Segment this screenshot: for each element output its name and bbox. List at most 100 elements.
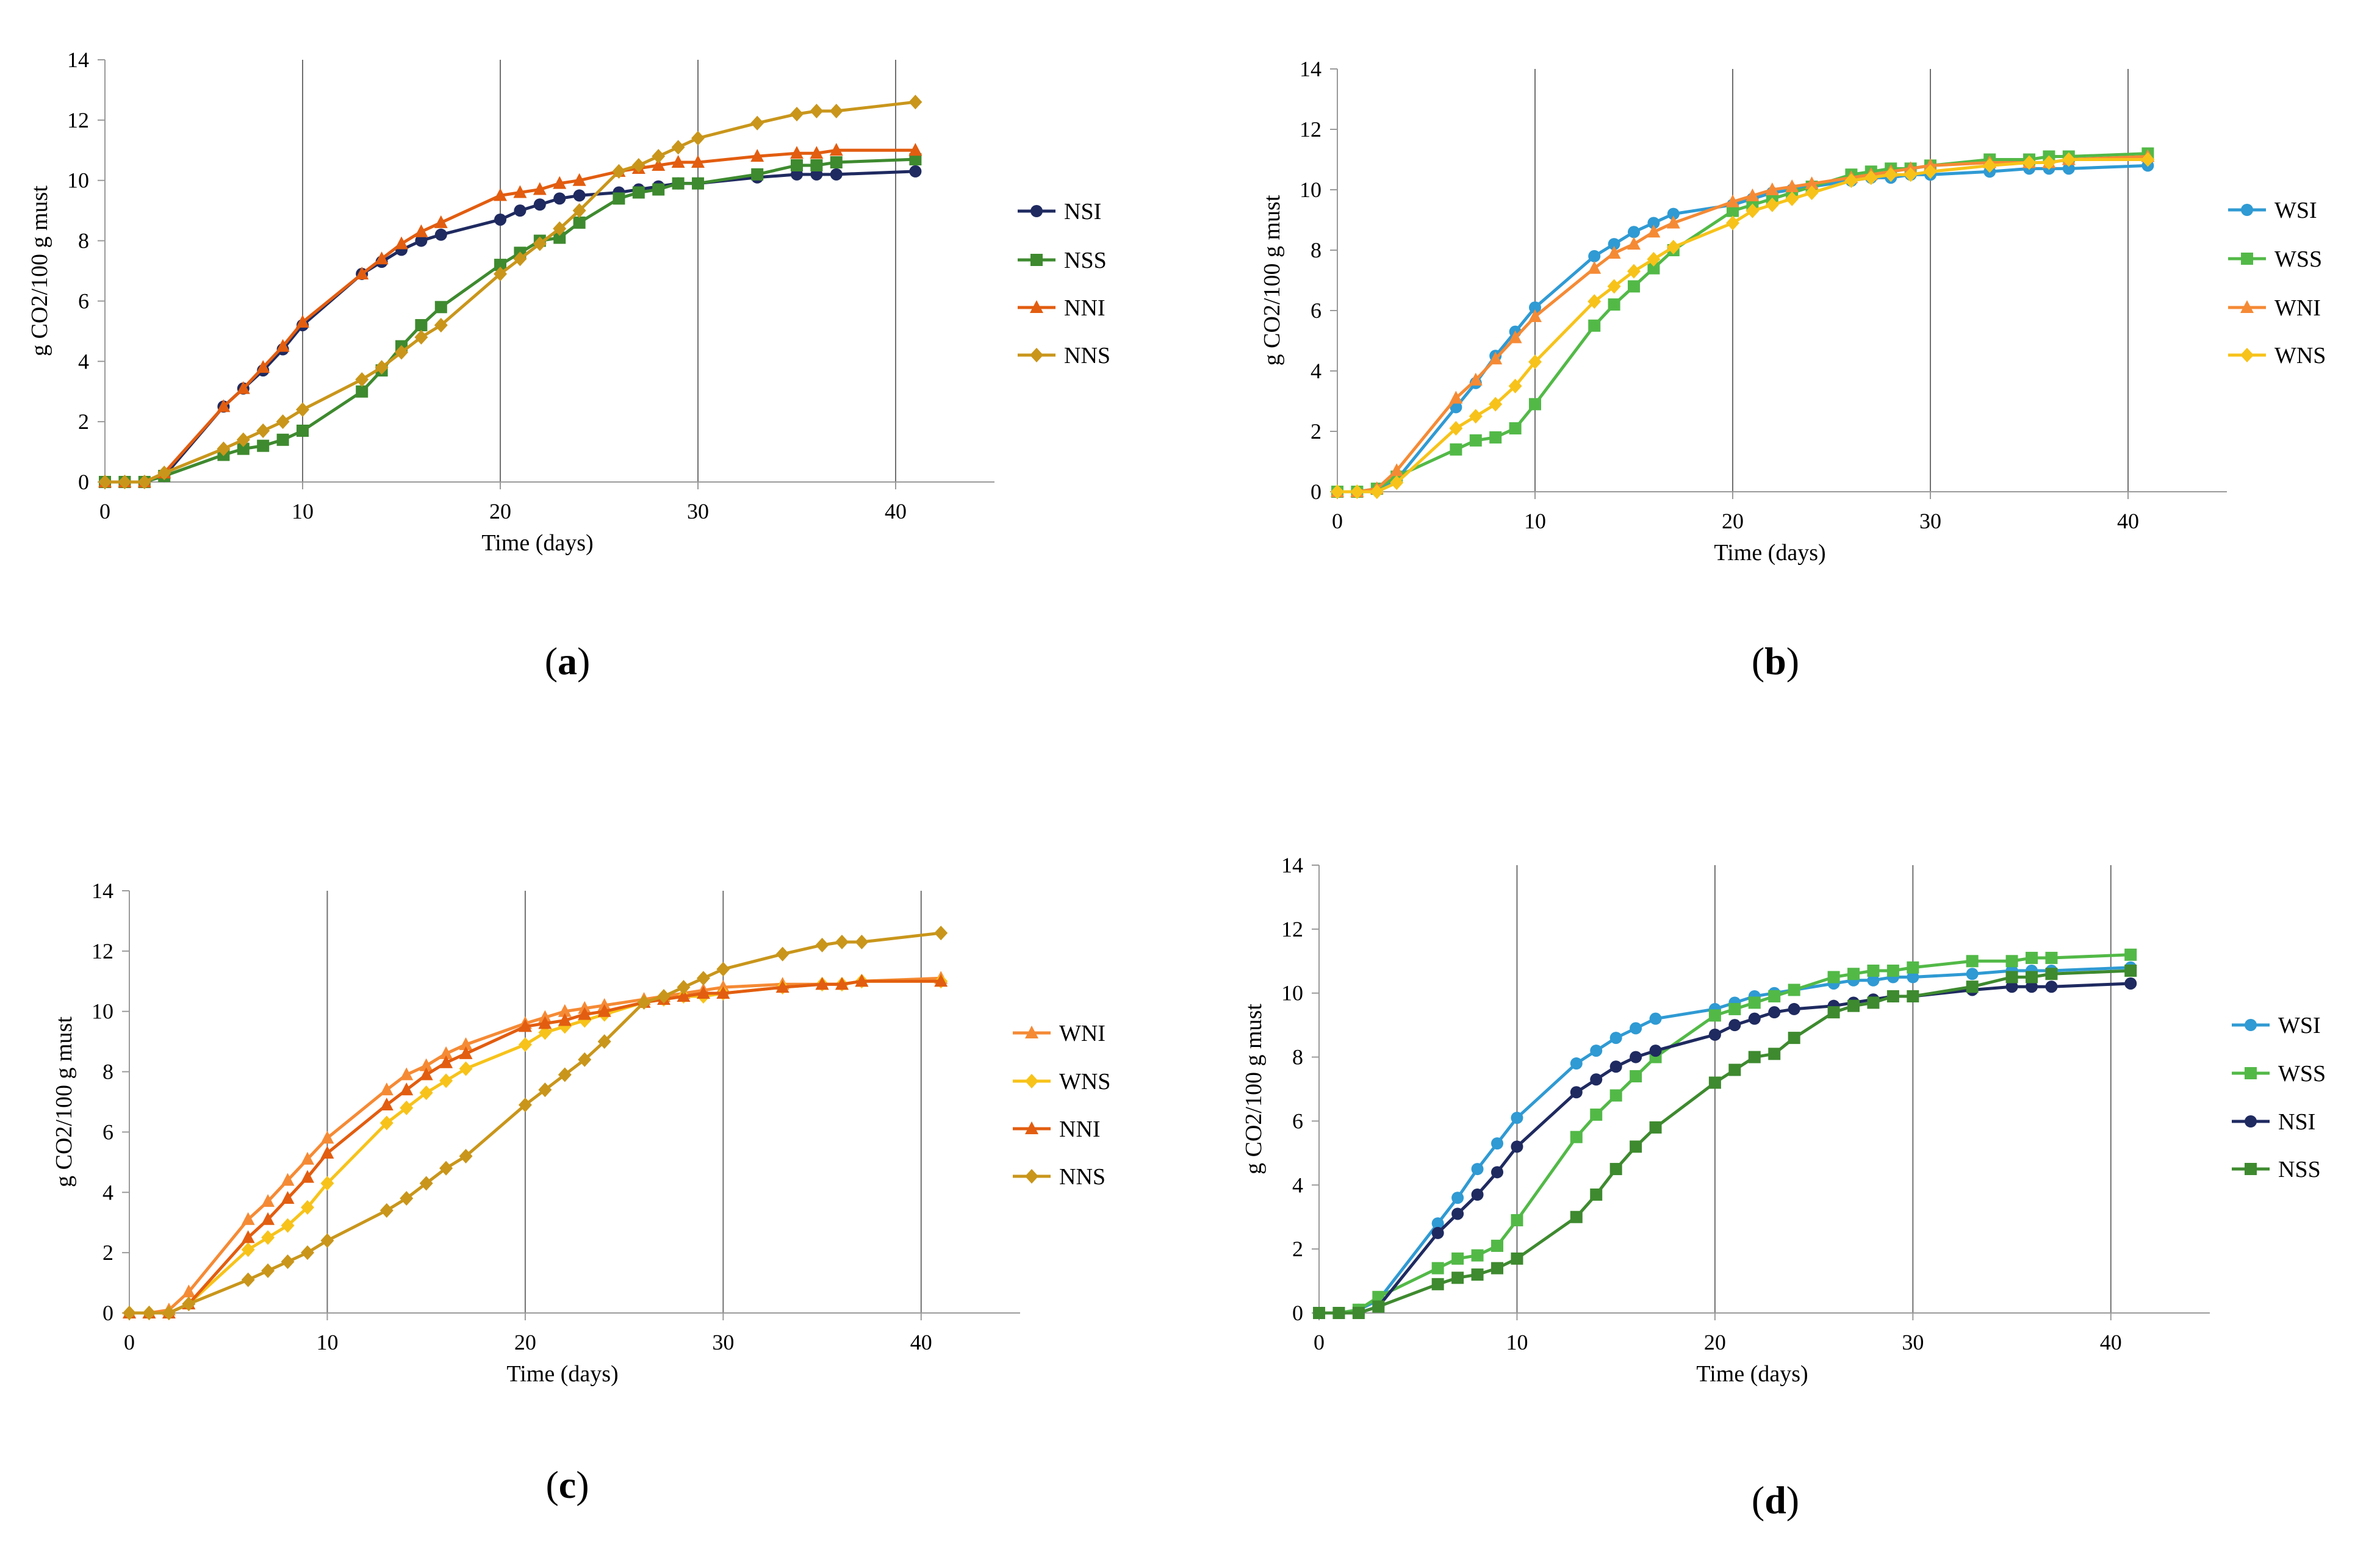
x-axis-title: Time (days) — [481, 530, 593, 556]
point-NNS — [414, 329, 428, 345]
point-WNI — [1607, 245, 1621, 259]
point-WSS — [1570, 1131, 1583, 1143]
point-WNI — [1785, 179, 1799, 193]
point-WNS — [301, 1200, 314, 1215]
point-NSI — [415, 234, 428, 247]
legend-marker-WNI — [2240, 300, 2254, 313]
point-WSS — [1867, 965, 1880, 977]
point-WNS — [2141, 152, 2155, 167]
point-NNS — [241, 1272, 255, 1287]
point-WSS — [1588, 319, 1601, 332]
point-NNI — [241, 1230, 255, 1243]
point-NNI — [855, 974, 869, 987]
y-tick-label: 2 — [78, 409, 89, 434]
point-NNS — [419, 1176, 433, 1191]
x-tick-label: 10 — [316, 1330, 338, 1354]
point-WNS — [419, 1085, 433, 1101]
point-NSI — [1570, 1086, 1583, 1099]
point-NNI — [301, 1170, 314, 1183]
point-NNS — [790, 106, 804, 121]
y-axis-title: g CO2/100 g must — [27, 185, 52, 356]
point-NSS — [830, 156, 843, 169]
point-WNS — [1765, 197, 1779, 212]
point-NSS — [356, 385, 369, 398]
series-line-WSI — [1337, 164, 2148, 494]
x-axis-title: Time (days) — [1696, 1361, 1808, 1387]
point-NSS — [692, 177, 704, 190]
point-NNS — [296, 402, 309, 417]
point-WNI — [1627, 237, 1641, 250]
legend-marker-NNS — [1030, 348, 1043, 362]
legend-label-NSS: NSS — [1064, 248, 1107, 273]
point-WNS — [1508, 378, 1522, 394]
point-WNS — [2062, 152, 2076, 167]
point-WSS — [1768, 990, 1781, 1002]
point-WNI — [301, 1151, 314, 1165]
point-NSS — [1570, 1210, 1583, 1223]
point-NSS — [810, 159, 823, 171]
y-tick-label: 6 — [1311, 298, 1321, 323]
point-NNS — [829, 104, 843, 119]
point-NSS — [2045, 968, 2058, 980]
series-line-NNI — [129, 979, 941, 1315]
point-WSS — [1609, 1089, 1622, 1102]
point-NNS — [533, 236, 547, 251]
y-tick-label: 8 — [1292, 1045, 1303, 1070]
point-NNI — [578, 1007, 592, 1020]
point-WSS — [1450, 443, 1462, 456]
point-NNI — [518, 1019, 532, 1032]
point-WNS — [1390, 475, 1404, 491]
point-WNI — [1765, 182, 1779, 195]
point-WSS — [1708, 1009, 1721, 1022]
point-WNI — [1746, 188, 1760, 201]
y-tick-label: 10 — [1300, 178, 1321, 202]
point-NNS — [261, 1263, 275, 1278]
point-NNI — [400, 1082, 414, 1096]
point-WSS — [2026, 952, 2038, 965]
panel-label-d: (d) — [1752, 1478, 1799, 1522]
x-tick-label: 20 — [1722, 509, 1744, 533]
point-NSI — [2124, 977, 2137, 990]
point-WNS — [1331, 484, 1344, 499]
legend-marker-NSS — [2245, 1163, 2257, 1175]
point-NNI — [829, 143, 843, 156]
point-NNS — [597, 1034, 611, 1049]
point-WSS — [1469, 434, 1482, 447]
point-WSI — [1609, 1032, 1622, 1045]
point-WSI — [2062, 162, 2075, 175]
y-tick-label: 2 — [1311, 419, 1321, 444]
legend-label-WSI: WSI — [2274, 198, 2317, 223]
point-NNI — [775, 980, 789, 993]
point-NNS — [162, 1306, 176, 1320]
point-NSS — [1491, 1262, 1503, 1275]
series-line-WSS — [1337, 152, 2148, 494]
point-NSI — [1451, 1207, 1464, 1220]
point-WNS — [1904, 167, 1918, 182]
y-tick-label: 12 — [1281, 917, 1303, 941]
point-WSS — [1471, 1249, 1484, 1262]
point-NNI — [908, 143, 922, 156]
point-NNS — [157, 466, 171, 481]
point-WNS — [1924, 164, 1937, 179]
x-tick-label: 40 — [885, 499, 907, 523]
point-NSS — [1630, 1140, 1642, 1153]
point-NNS — [835, 935, 849, 950]
point-NNI — [677, 989, 691, 1002]
x-tick-label: 10 — [1524, 509, 1546, 533]
point-WNI — [1647, 225, 1661, 238]
point-WNS — [1607, 279, 1621, 294]
point-WNI — [379, 1082, 394, 1096]
point-WSS — [1590, 1108, 1603, 1121]
point-NNI — [790, 146, 804, 159]
x-tick-label: 20 — [489, 499, 511, 523]
point-WSI — [1608, 238, 1620, 251]
point-WSS — [1489, 431, 1502, 444]
point-WNS — [281, 1218, 295, 1233]
y-tick-label: 0 — [102, 1301, 113, 1325]
point-NSS — [1768, 1048, 1781, 1060]
panel-label-b: (b) — [1752, 639, 1799, 683]
y-tick-label: 12 — [1300, 117, 1321, 142]
point-NNS — [494, 266, 507, 281]
x-tick-label: 30 — [687, 499, 709, 523]
point-NSS — [1708, 1076, 1721, 1089]
